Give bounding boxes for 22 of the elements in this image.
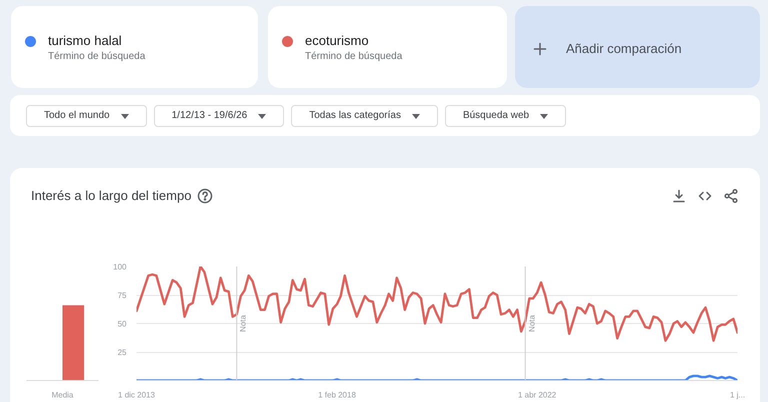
text: Búsqueda web [462,108,530,123]
x-tick-label: 1 dic 2013 [118,390,156,400]
x-tick-label: 1 feb 2018 [318,390,356,400]
line-series [136,266,738,342]
text: Añadir comparación [566,41,682,57]
text: Todas las categorías [309,108,401,123]
text: Todo el mundo [44,108,110,123]
y-tick-label: 100 [113,262,128,272]
text: Término de búsqueda [48,50,146,63]
ref-line-label: Nota [527,314,536,332]
y-tick-label: 50 [118,320,128,328]
legend-label: turismo halal [48,33,122,49]
x-tick-label: Media [52,390,74,400]
y-tick-label: 75 [118,291,128,300]
text: Término de búsqueda [305,50,402,63]
legend-label: ecoturismo [305,33,369,49]
y-tick-label: 25 [118,348,128,357]
text: 1/12/13 - 19/6/26 [172,108,248,123]
chart-title: Interés a lo largo del tiempo [31,188,192,204]
ref-line-label: Nota [238,314,248,332]
x-tick-label: 1 j... [730,390,746,400]
x-tick-label: 1 abr 2022 [518,390,557,400]
